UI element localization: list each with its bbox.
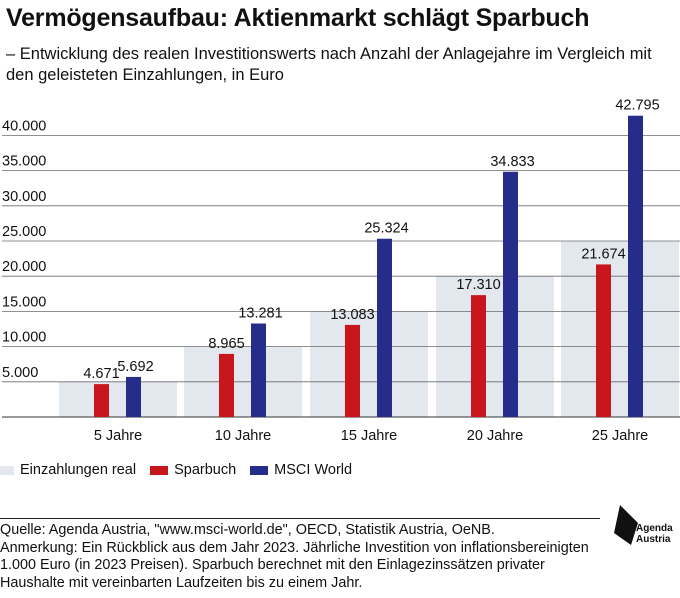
sparbuch-value-label-2: 8.965 — [208, 336, 244, 352]
agenda-austria-logo: Agenda Austria — [614, 503, 680, 553]
y-tick-label-10000: 10.000 — [2, 330, 46, 346]
sparbuch-bar-3 — [345, 324, 360, 417]
legend-swatch-msci-world — [250, 465, 269, 475]
x-category-label-1: 5 Jahre — [94, 428, 142, 444]
y-tick-label-40000: 40.000 — [2, 118, 46, 134]
msci-bar-5 — [628, 115, 643, 417]
y-tick-label-15000: 15.000 — [2, 294, 46, 310]
chart-legend: Einzahlungen real Sparbuch MSCI World — [0, 459, 366, 481]
source-note: Quelle: Agenda Austria, "www.msci-world.… — [0, 522, 495, 538]
logo-line-1: Agenda — [636, 523, 673, 534]
y-tick-label-25000: 25.000 — [2, 224, 46, 240]
chart-subtitle: – Entwicklung des realen Investitionswer… — [6, 45, 652, 84]
bar-chart: 5.000 10.000 15.000 20.000 25.000 30.000 35.00… — [2, 98, 680, 444]
y-tick-label-5000: 5.000 — [2, 365, 38, 381]
einzahlungen-block-5 — [561, 241, 679, 417]
msci-bar-4 — [503, 171, 518, 417]
legend-item-sparbuch: Sparbuch — [150, 462, 236, 478]
legend-item-msci-world: MSCI World — [250, 462, 352, 478]
legend-label-sparbuch: Sparbuch — [174, 462, 237, 478]
msci-value-label-1: 5.692 — [117, 359, 153, 375]
msci-bar-3 — [377, 238, 392, 417]
msci-bar-2 — [251, 323, 266, 417]
logo-mark-icon — [614, 505, 638, 545]
y-tick-label-35000: 35.000 — [2, 154, 46, 170]
einzahlungen-block-1 — [59, 381, 177, 417]
sparbuch-bar-2 — [219, 353, 234, 417]
logo-line-2: Austria — [636, 534, 671, 545]
sparbuch-bar-5 — [596, 264, 611, 417]
sparbuch-value-label-3: 13.083 — [330, 307, 374, 323]
sparbuch-value-label-1: 4.671 — [83, 366, 119, 382]
legend-item-einzahlungen: Einzahlungen real — [0, 462, 136, 478]
legend-swatch-einzahlungen — [0, 465, 14, 475]
y-tick-label-30000: 30.000 — [2, 189, 46, 205]
sparbuch-bar-4 — [471, 295, 486, 417]
x-category-label-4: 20 Jahre — [467, 428, 523, 444]
msci-value-label-2: 13.281 — [238, 306, 282, 322]
x-category-label-2: 10 Jahre — [215, 428, 271, 444]
einzahlungen-block-3 — [310, 311, 428, 417]
legend-label-msci-world: MSCI World — [274, 462, 353, 478]
msci-value-label-5: 42.795 — [615, 98, 659, 114]
x-category-label-3: 15 Jahre — [341, 428, 397, 444]
footer-divider — [0, 518, 600, 519]
logo-text: Agenda Austria — [636, 523, 673, 545]
sparbuch-bar-1 — [94, 384, 109, 417]
sparbuch-value-label-5: 21.674 — [581, 246, 625, 262]
sparbuch-value-label-4: 17.310 — [456, 277, 500, 293]
msci-bar-1 — [126, 376, 141, 417]
x-category-label-5: 25 Jahre — [592, 428, 648, 444]
msci-value-label-4: 34.833 — [490, 154, 534, 170]
legend-swatch-sparbuch — [150, 465, 169, 475]
y-tick-label-20000: 20.000 — [2, 259, 46, 275]
chart-title: Vermögensaufbau: Aktienmarkt schlägt Spa… — [6, 4, 590, 32]
legend-label-einzahlungen: Einzahlungen real — [20, 462, 137, 478]
footer-notes: Quelle: Agenda Austria, "www.msci-world.… — [0, 522, 605, 592]
methodology-note: Anmerkung: Ein Rückblick aus dem Jahr 20… — [0, 539, 589, 591]
msci-value-label-3: 25.324 — [364, 221, 408, 237]
